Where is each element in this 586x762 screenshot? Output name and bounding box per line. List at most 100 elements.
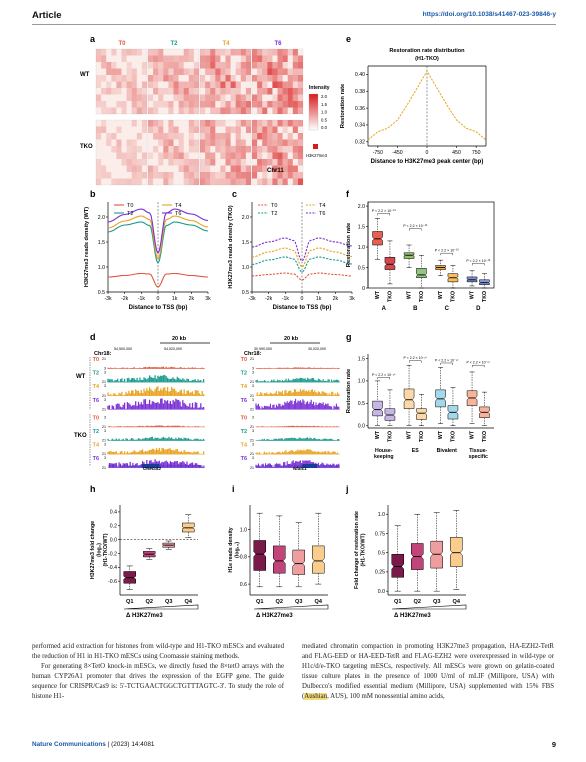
heat-cell: [272, 165, 278, 172]
heat-cell: [163, 68, 169, 75]
heat-cell: [205, 178, 211, 185]
heat-cell: [240, 172, 246, 179]
heat-cell: [282, 107, 288, 114]
heat-cell: [188, 94, 194, 101]
heat-cell: [205, 101, 211, 108]
heat-cell: [252, 62, 258, 69]
heat-cell: [193, 172, 199, 179]
panel-letter-h: h: [90, 484, 96, 494]
heat-cell: [220, 133, 226, 140]
doi-link[interactable]: https://doi.org/10.1038/s41467-023-39846…: [422, 11, 556, 18]
heat-cell: [235, 94, 241, 101]
heat-cell: [210, 133, 216, 140]
heat-cell: [267, 88, 273, 95]
heat-cell: [163, 88, 169, 95]
legend-label-T4: T4: [175, 203, 181, 209]
heat-cell: [282, 49, 288, 56]
heat-cell: [210, 107, 216, 114]
heat-cell: [287, 159, 293, 166]
category-label-Q1: Q1: [126, 599, 133, 605]
box-body: [403, 388, 415, 409]
box-body: [312, 545, 325, 574]
heat-col-label-T0: T0: [118, 41, 126, 47]
y-tick-label: 1.5: [358, 224, 365, 230]
heat-cell: [178, 152, 184, 159]
legend-label-T0: T0: [271, 203, 277, 209]
heat-cell: [193, 88, 199, 95]
heat-cell: [193, 75, 199, 82]
box-body: [416, 408, 427, 420]
box-body: [372, 400, 383, 417]
heat-cell: [188, 126, 194, 133]
heat-cell: [297, 146, 303, 153]
heat-cell: [277, 172, 283, 179]
heat-cell: [193, 126, 199, 133]
panel-letter-f: f: [346, 189, 350, 199]
heat-cell: [240, 68, 246, 75]
heat-cell: [235, 146, 241, 153]
heat-cell: [101, 55, 107, 62]
heat-cell: [131, 146, 137, 153]
y-tick-label: 2.0: [242, 215, 249, 221]
heat-cell: [252, 55, 258, 62]
heat-cell: [168, 75, 174, 82]
heat-cell: [136, 107, 142, 114]
heat-cell: [183, 159, 189, 166]
heat-cell: [178, 55, 184, 62]
heat-cell: [96, 81, 102, 88]
box-D-TKO: TKO: [479, 273, 490, 302]
track-tko-T4-left: T4 3 21: [93, 443, 205, 456]
track-range-bottom: 3: [252, 367, 254, 371]
heat-cell: [116, 146, 122, 153]
heat-cell: [200, 139, 206, 146]
heat-cell: [235, 88, 241, 95]
heat-cell: [163, 75, 169, 82]
x-tick-label: -1k: [138, 296, 146, 302]
heat-cell: [272, 49, 278, 56]
heat-cell: [297, 75, 303, 82]
x-tick-label: 450: [452, 150, 461, 156]
heat-cell: [230, 75, 236, 82]
heat-cell: [188, 146, 194, 153]
heat-cell: [245, 120, 251, 127]
heat-cell: [282, 55, 288, 62]
heat-cell: [215, 107, 221, 114]
heat-cell: [131, 172, 137, 179]
heat-cell: [136, 165, 142, 172]
page-footer: Nature Communications | (2023) 14:4081: [32, 741, 154, 748]
track-wt-T2-right: T2 3 21: [241, 371, 340, 384]
heat-cell: [220, 49, 226, 56]
heat-cell: [158, 49, 164, 56]
heat-cell: [240, 55, 246, 62]
heat-cell: [183, 172, 189, 179]
heat-cell: [297, 120, 303, 127]
heat-cell: [131, 120, 137, 127]
y-tick-label: 1.0: [378, 512, 385, 518]
track-label: T6: [241, 456, 247, 462]
y-tick-label: 1.0: [240, 527, 247, 533]
track-tko-T0-right: T0 3 21: [241, 415, 340, 429]
track-range-top: 3: [252, 429, 254, 433]
heat-cell: [193, 159, 199, 166]
track-range-top: 21: [102, 357, 106, 361]
box-label: TKO: [387, 431, 393, 442]
heat-cell: [200, 81, 206, 88]
heat-cell: [148, 107, 154, 114]
heat-legend-bar: [308, 93, 319, 131]
heat-cell: [96, 55, 102, 62]
heat-cell: [225, 81, 231, 88]
heat-cell: [210, 101, 216, 108]
heat-cell: [240, 75, 246, 82]
heat-cell: [193, 68, 199, 75]
y-tick-label: 0.5: [358, 265, 365, 271]
heat-cell: [126, 139, 132, 146]
y-axis-label: (H1-TKO/WT): [103, 533, 109, 566]
heat-cell: [96, 126, 102, 133]
heat-cell: [272, 172, 278, 179]
heat-cell: [111, 133, 117, 140]
heat-cell: [158, 120, 164, 127]
heat-cell: [183, 88, 189, 95]
heat-cell: [200, 159, 206, 166]
heat-cell: [267, 152, 273, 159]
